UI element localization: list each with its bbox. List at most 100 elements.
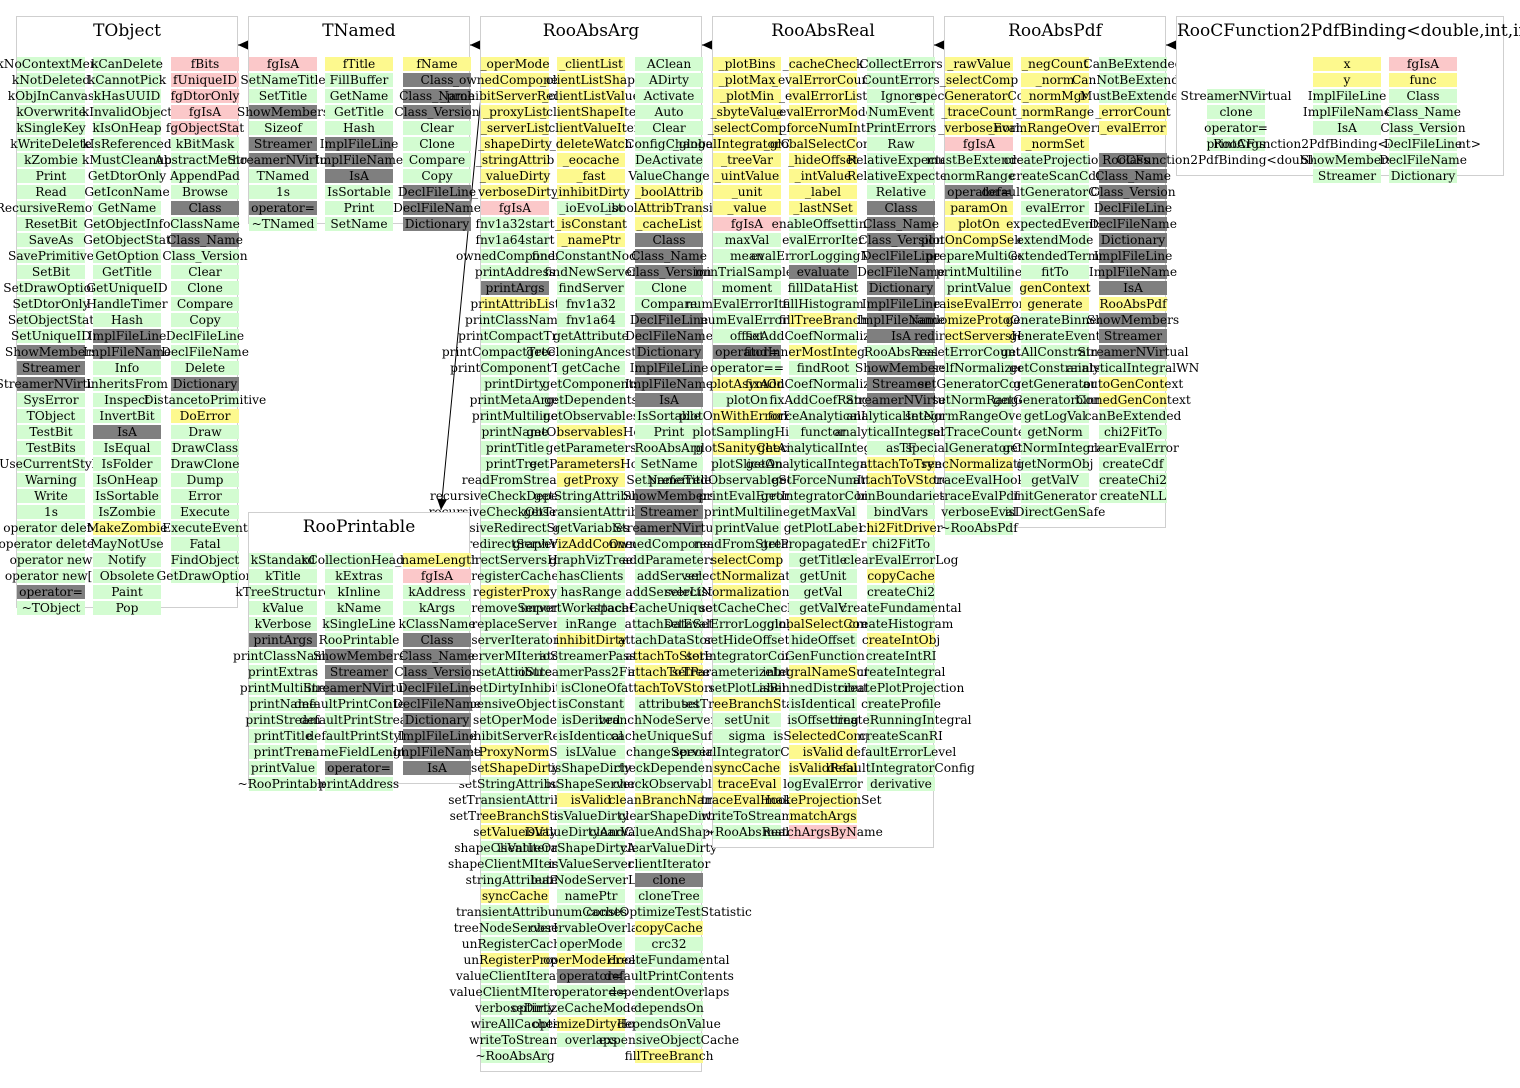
method-cell: DistancetoPrimitive xyxy=(144,393,266,407)
member-label: _globalIntegratorConfig xyxy=(672,137,822,151)
method-cell: binBoundaries xyxy=(856,489,946,503)
member-label: findNewServer xyxy=(544,265,638,279)
data-member-cell: fillTreeBranch xyxy=(625,1049,713,1063)
member-label: hasClients xyxy=(558,569,624,583)
member-label: kTreeStructure xyxy=(235,585,331,599)
member-label: setTreeBranchStatus xyxy=(449,809,581,823)
data-member-cell: plotOnWithErrorBand xyxy=(679,409,815,423)
member-label: printMetaArgs xyxy=(469,393,561,407)
data-member-cell: chi2FitDriver xyxy=(860,521,943,535)
method-cell: MayNotUse xyxy=(90,537,164,551)
member-label: setEvalErrorLoggingMode xyxy=(664,617,830,631)
member-label: numCaches xyxy=(555,905,627,919)
member-label: ~RooPrintable xyxy=(237,777,329,791)
method-cell: createFundamental xyxy=(840,601,962,615)
member-label: sigma xyxy=(728,729,766,743)
member-label: Dictionary xyxy=(636,345,702,359)
method-cell: setDirtyInhibit xyxy=(470,681,560,695)
method-cell: hasClients xyxy=(557,569,625,583)
member-label: getNormObj xyxy=(1016,457,1094,471)
method-cell: ImplFileName xyxy=(1303,105,1391,119)
member-label: _traceCount xyxy=(941,105,1017,119)
type-member-cell: DeclFileLine xyxy=(1094,201,1172,215)
member-label: setNormRange xyxy=(932,393,1026,407)
member-label: stringAttributes xyxy=(465,873,565,887)
method-cell: getVariables xyxy=(552,521,630,535)
member-label: getProxy xyxy=(563,473,619,487)
method-cell: getNormObj xyxy=(1017,457,1093,471)
member-label: _evalErrorMode xyxy=(773,105,873,119)
member-label: makeProjectionSet xyxy=(764,793,882,807)
data-member-cell: operModeHook xyxy=(543,953,639,967)
member-label: getLogVal xyxy=(1024,409,1086,423)
method-cell: operator== xyxy=(554,985,628,999)
method-cell: evalErrorLoggingMode xyxy=(751,249,895,263)
method-cell: GetTitle xyxy=(325,105,393,119)
member-label: getParameters xyxy=(545,441,637,455)
member-label: _plotMax xyxy=(718,73,776,87)
member-label: AClean xyxy=(646,57,692,71)
member-label: _selectComp xyxy=(707,121,787,135)
method-cell: SetName xyxy=(635,457,703,471)
member-label: _cacheList xyxy=(636,217,702,231)
method-cell: attachDataSet xyxy=(625,617,713,631)
class-box-tnamed: TNamed fgIsA SetNameTitle SetTitle ShowMembe… xyxy=(227,16,481,231)
method-cell: operator new[] xyxy=(5,569,97,583)
method-cell: kClassName xyxy=(398,617,476,631)
member-label: setProhibitServerRedirect xyxy=(433,729,597,743)
type-member-cell: DeclFileName xyxy=(1089,217,1177,231)
data-member-cell: _negCount xyxy=(1021,57,1089,71)
member-label: ShowMembers xyxy=(4,345,98,359)
method-cell: GetObjectInfo xyxy=(84,217,170,231)
member-label: createIntRI xyxy=(865,649,937,663)
member-label: RelativeExpected xyxy=(847,153,955,167)
member-label: operMode xyxy=(559,937,623,951)
method-cell: kName xyxy=(325,601,393,615)
method-cell: ioStreamerPass2Finalize xyxy=(514,665,668,679)
method-cell: printValue xyxy=(249,761,317,775)
member-label: printComponentTree xyxy=(450,361,580,375)
method-cell: SetDtorOnly xyxy=(13,297,89,311)
method-cell: MustBeExtended xyxy=(1080,89,1186,103)
method-cell: Pop xyxy=(93,601,161,615)
data-member-cell: copyCache xyxy=(867,569,935,583)
member-label: _rawValue xyxy=(947,57,1011,71)
member-label: IsEqual xyxy=(103,441,151,455)
member-label: binnedGenContext xyxy=(1075,393,1191,407)
member-label: ~RooAbsArg xyxy=(475,1049,555,1063)
member-label: Draw xyxy=(188,425,222,439)
type-member-cell: StreamerNVirtual xyxy=(303,681,415,695)
method-cell: setTransientAttribute xyxy=(448,793,582,807)
member-label: Class_Version xyxy=(1380,121,1466,135)
member-label: AbstractMethod xyxy=(154,153,256,167)
member-label: setTraceCounter xyxy=(927,425,1031,439)
member-label: PrintErrors xyxy=(865,121,937,135)
method-cell: fixAddCoefNormalization xyxy=(745,377,901,391)
type-member-cell: IsA xyxy=(93,425,161,439)
method-cell: UseCurrentStyle xyxy=(0,457,103,471)
method-cell: getParameters xyxy=(546,441,636,455)
method-cell: getValV xyxy=(1021,473,1089,487)
data-member-cell: _globalSelectComp xyxy=(764,137,882,151)
member-label: asTF xyxy=(885,441,917,455)
static-member-cell: fgIsA xyxy=(249,57,317,71)
type-member-cell: Dictionary xyxy=(403,217,471,231)
member-label: attachToStore xyxy=(625,649,713,663)
method-cell: 1s xyxy=(17,505,85,519)
member-label: serverIterator xyxy=(471,633,559,647)
member-label: Class xyxy=(188,201,222,215)
member-label: Clear xyxy=(652,121,686,135)
method-cell: specialGeneratorConfig xyxy=(906,441,1052,455)
member-label: fitTo xyxy=(1041,265,1069,279)
member-label: selectNormalizationRange xyxy=(665,585,830,599)
type-member-cell: DeclFileLine xyxy=(862,249,940,263)
member-label: Obsolete xyxy=(99,569,155,583)
method-cell: chi2FitTo xyxy=(867,537,935,551)
member-label: kOverwrite xyxy=(16,105,86,119)
member-label: isDerived xyxy=(561,713,621,727)
data-member-cell: _inhibitDirty xyxy=(552,185,630,199)
type-member-cell: Dictionary xyxy=(635,345,703,359)
method-cell: analyticalIntegralWN xyxy=(1067,361,1199,375)
data-member-cell: _norm xyxy=(1021,73,1089,87)
type-member-cell: Class_Version xyxy=(858,233,944,247)
